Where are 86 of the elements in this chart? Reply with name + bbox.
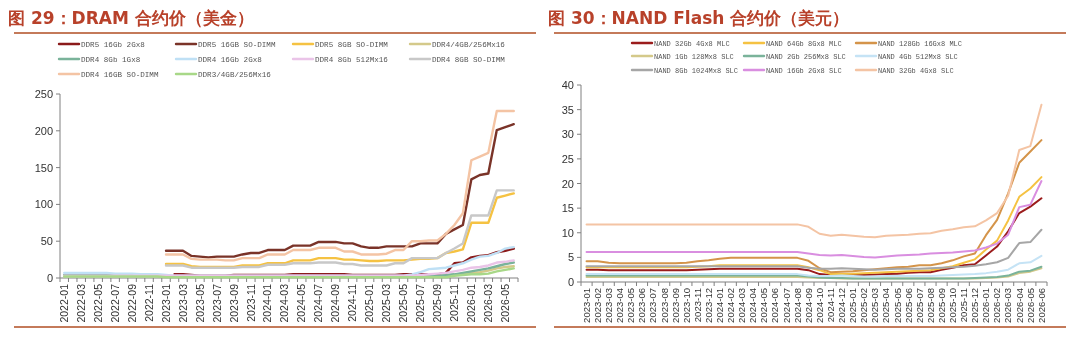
x-tick-label: 2025-08 (924, 288, 936, 323)
x-tick-label: 2024-02 (725, 288, 737, 323)
x-tick-label: 2023-04 (614, 288, 626, 323)
y-tick-label: 250 (34, 88, 53, 100)
x-tick-label: 2023-09 (669, 288, 681, 323)
x-tick-label: 2024-11 (346, 283, 359, 322)
y-tick-label: 100 (34, 198, 53, 211)
x-tick-label: 2024-07 (312, 283, 325, 323)
y-tick-label: 200 (34, 124, 53, 137)
x-tick-label: 2025-07 (414, 283, 427, 323)
x-tick-label: 2025-05 (891, 288, 903, 323)
x-tick-label: 2022-07 (108, 283, 121, 323)
x-tick-label: 2023-07 (647, 288, 659, 323)
x-tick-label: 2024-09 (802, 288, 814, 323)
y-tick-label: 0 (46, 272, 53, 284)
x-tick-label: 2025-03 (380, 283, 393, 323)
x-tick-label: 2026-05 (498, 283, 511, 323)
x-tick-label: 2025-10 (947, 288, 959, 323)
x-tick-label: 2024-06 (769, 288, 781, 323)
x-tick-label: 2025-02 (858, 288, 870, 323)
x-tick-label: 2026-03 (1002, 288, 1014, 323)
x-tick-label: 2026-01 (465, 283, 478, 323)
x-tick-label: 2024-03 (736, 288, 748, 323)
x-tick-label: 2023-09 (227, 283, 240, 323)
x-tick-label: 2026-04 (1013, 288, 1025, 323)
x-tick-label: 2023-10 (680, 288, 692, 323)
x-tick-label: 2022-01 (57, 283, 70, 323)
y-tick-label: 15 (561, 202, 574, 215)
y-tick-label: 50 (40, 235, 53, 248)
x-tick-label: 2024-12 (836, 288, 848, 323)
x-tick-label: 2026-03 (481, 283, 494, 323)
chart-title: 图 30：NAND Flash 合约价（美元） (548, 8, 850, 28)
x-tick-label: 2025-04 (880, 288, 892, 323)
x-tick-label: 2023-07 (210, 283, 223, 323)
x-tick-label: 2024-05 (295, 283, 308, 323)
x-tick-label: 2026-06 (1035, 288, 1047, 323)
x-tick-label: 2024-11 (824, 288, 836, 323)
x-tick-label: 2024-01 (714, 288, 726, 323)
x-tick-label: 2024-08 (791, 288, 803, 323)
x-tick-label: 2026-02 (991, 288, 1003, 323)
x-tick-label: 2023-05 (625, 288, 637, 323)
x-tick-label: 2024-09 (329, 283, 342, 323)
x-tick-label: 2024-05 (758, 288, 770, 323)
x-tick-label: 2023-11 (244, 283, 257, 322)
x-tick-label: 2025-07 (913, 288, 925, 323)
x-tick-label: 2023-11 (691, 288, 703, 323)
x-tick-label: 2024-10 (813, 288, 825, 323)
x-tick-label: 2023-06 (636, 288, 648, 323)
y-tick-label: 5 (567, 251, 574, 264)
x-tick-label: 2025-09 (431, 283, 444, 323)
y-tick-label: 20 (561, 177, 574, 190)
y-tick-label: 150 (34, 161, 53, 174)
x-tick-label: 2023-08 (658, 288, 670, 323)
x-tick-label: 2025-03 (869, 288, 881, 323)
x-tick-label: 2023-12 (702, 288, 714, 323)
x-tick-label: 2024-03 (278, 283, 291, 323)
y-tick-label: 30 (561, 128, 574, 141)
x-tick-label: 2026-01 (980, 288, 992, 323)
x-tick-label: 2025-11 (958, 288, 970, 323)
x-tick-label: 2025-11 (448, 283, 461, 322)
x-tick-label: 2025-01 (363, 283, 376, 323)
y-tick-label: 0 (567, 276, 574, 288)
x-tick-label: 2025-12 (969, 288, 981, 323)
y-tick-label: 40 (561, 79, 574, 91)
x-tick-label: 2026-05 (1024, 288, 1036, 323)
x-tick-label: 2023-01 (580, 288, 592, 323)
x-tick-label: 2024-01 (261, 283, 274, 323)
x-tick-label: 2025-09 (935, 288, 947, 323)
x-tick-label: 2024-07 (780, 288, 792, 323)
x-tick-label: 2022-09 (125, 283, 138, 323)
x-tick-label: 2022-03 (74, 283, 87, 323)
x-tick-label: 2023-01 (159, 283, 172, 323)
x-tick-label: 2022-11 (142, 283, 155, 322)
x-tick-label: 2023-03 (603, 288, 615, 323)
y-tick-label: 35 (561, 103, 574, 116)
x-tick-label: 2023-03 (176, 283, 189, 323)
y-tick-label: 10 (561, 226, 574, 239)
x-tick-label: 2025-06 (902, 288, 914, 323)
x-tick-label: 2023-05 (193, 283, 206, 323)
y-tick-label: 25 (561, 152, 574, 165)
x-tick-label: 2023-02 (591, 288, 603, 323)
chart-title: 图 29：DRAM 合约价（美金） (8, 8, 254, 28)
x-tick-label: 2024-04 (747, 288, 759, 323)
x-tick-label: 2022-05 (91, 283, 104, 323)
x-tick-label: 2025-01 (847, 288, 859, 323)
x-tick-label: 2025-05 (397, 283, 410, 323)
